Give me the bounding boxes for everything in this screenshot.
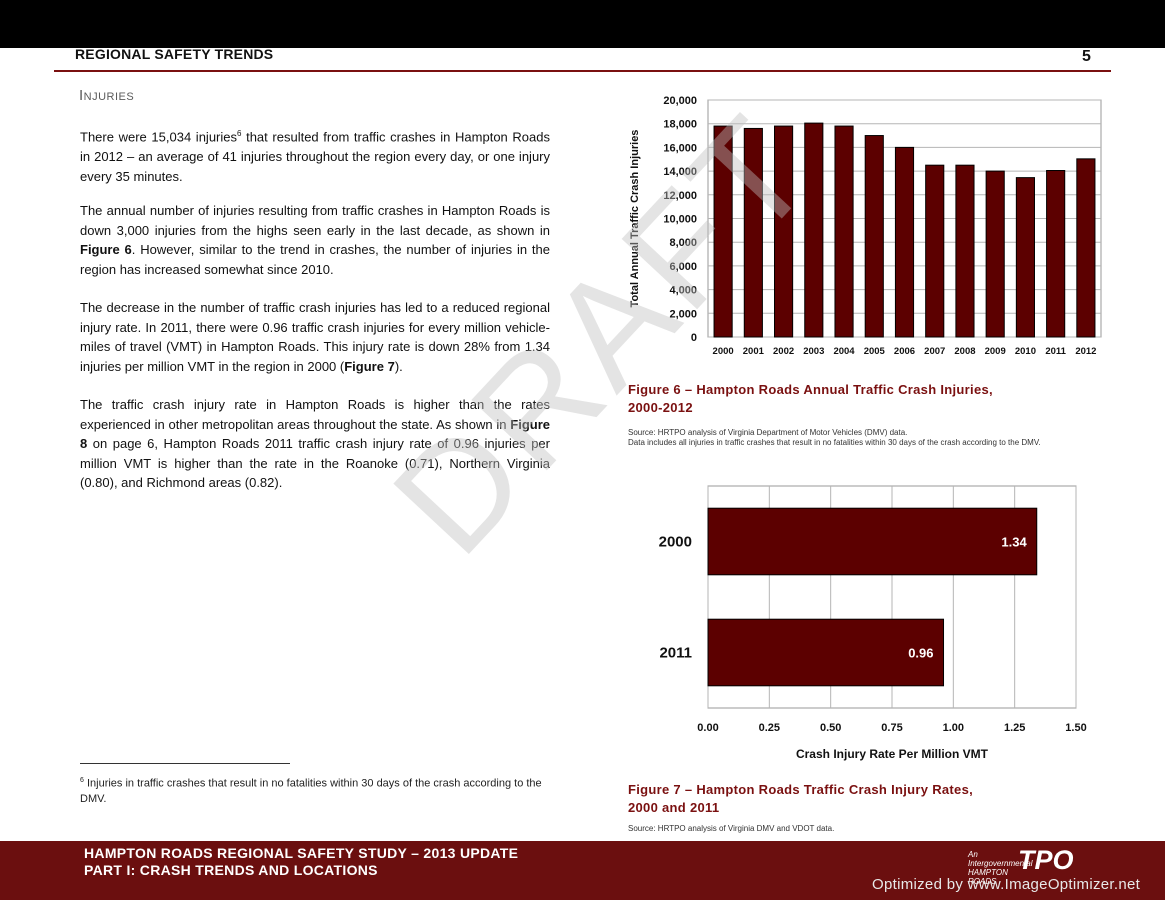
x-tick-label: 2007 [924, 346, 945, 357]
y-tick-label: 12,000 [663, 190, 697, 202]
x-tick-label: 2011 [1045, 346, 1066, 357]
figure-6-reference: Figure 6 [80, 242, 132, 258]
paragraph-1: There were 15,034 injuries6 that resulte… [80, 124, 550, 186]
y-tick-label: 8,000 [669, 237, 697, 249]
page-number: 5 [1082, 48, 1091, 65]
footnote-number: 6 [80, 777, 84, 784]
x-tick-label: 0.00 [697, 722, 718, 734]
y-tick-label: 18,000 [663, 119, 697, 131]
figure-6-source: Source: HRTPO analysis of Virginia Depar… [628, 428, 1041, 448]
bar [804, 122, 824, 338]
x-tick-label: 2009 [985, 346, 1006, 357]
bar [713, 125, 733, 338]
x-tick-label: 0.25 [759, 722, 780, 734]
footer-line: PART I: CRASH TRENDS AND LOCATIONS [84, 862, 378, 878]
logo-tpo-text: TPO [1018, 845, 1074, 875]
x-tick-label: 2010 [1015, 346, 1036, 357]
bar [707, 618, 945, 687]
x-tick-label: 2003 [803, 346, 824, 357]
paragraph-2: The annual number of injuries resulting … [80, 201, 550, 279]
bar [707, 507, 1038, 576]
paragraph-text: that resulted from traffic crashes in Ha… [80, 129, 550, 184]
bar [985, 170, 1005, 338]
footer-bar [0, 841, 1165, 900]
x-tick-label: 2001 [743, 346, 765, 357]
y-tick-label: 2000 [659, 534, 692, 551]
paragraph-3: The decrease in the number of traffic cr… [80, 298, 550, 376]
x-tick-label: 1.50 [1065, 722, 1086, 734]
figure-7-caption: Figure 7 – Hampton Roads Traffic Crash I… [628, 781, 973, 817]
footnote: 6 Injuries in traffic crashes that resul… [80, 773, 552, 807]
footer-line: HAMPTON ROADS REGIONAL SAFETY STUDY – 20… [84, 845, 519, 861]
y-tick-label: 10,000 [663, 214, 697, 226]
figure-6-caption-line: 2000-2012 [628, 400, 693, 415]
footnote-ref[interactable]: 6 [237, 129, 242, 138]
bar [774, 125, 794, 338]
figure-7-source-line: Source: HRTPO analysis of Virginia DMV a… [628, 824, 835, 833]
paragraph-text: . However, similar to the trend in crash… [80, 242, 550, 277]
bar [955, 164, 975, 338]
x-tick-label: 2004 [833, 346, 855, 357]
x-tick-label: 0.50 [820, 722, 841, 734]
section-heading: Injuries [79, 87, 135, 104]
optimizer-watermark: Optimized by www.ImageOptimizer.net [872, 876, 1141, 893]
x-tick-label: 2002 [773, 346, 794, 357]
figure-7-caption-line: 2000 and 2011 [628, 800, 720, 815]
bar [1046, 170, 1066, 338]
x-tick-label: 2008 [954, 346, 975, 357]
y-tick-label: 2,000 [669, 308, 697, 320]
footnote-rule [80, 763, 290, 764]
bar [834, 125, 854, 338]
logo-small-text: An Intergovernmental HAMPTON ROADS [968, 850, 1033, 886]
injuries-bar-chart: 0 2,000 4,000 6,000 8,000 10,000 12,000 14,000 1… [629, 95, 1102, 357]
x-axis-label: Crash Injury Rate Per Million VMT [796, 747, 989, 761]
section-header-title: REGIONAL SAFETY TRENDS [75, 46, 274, 62]
figure-6-caption: Figure 6 – Hampton Roads Annual Traffic … [628, 381, 993, 417]
top-black-bar [0, 0, 1165, 48]
y-axis-label: Total Annual Traffic Crash Injuries [629, 130, 641, 308]
footer-text: HAMPTON ROADS REGIONAL SAFETY STUDY – 20… [84, 845, 518, 879]
x-tick-label: 2005 [864, 346, 886, 357]
figure-8-reference: Figure 8 [80, 416, 550, 452]
data-label: 1.34 [1001, 535, 1027, 550]
figure-7-source: Source: HRTPO analysis of Virginia DMV a… [628, 824, 834, 834]
paragraph-text: ). [394, 358, 403, 374]
paragraph-text: The annual number of injuries resulting … [80, 203, 550, 238]
bar [743, 127, 763, 338]
figure-7-reference: Figure 7 [344, 358, 395, 374]
y-tick-label: 20,000 [663, 95, 697, 107]
figure-6-caption-line: Figure 6 – Hampton Roads Annual Traffic … [628, 382, 993, 397]
x-tick-label: 2006 [894, 346, 915, 357]
footnote-text: Injuries in traffic crashes that result … [80, 777, 542, 805]
paragraph-4: The traffic crash injury rate in Hampton… [80, 395, 550, 493]
bar [1076, 158, 1096, 338]
injury-rate-bar-chart: 0.00 0.25 0.50 0.75 1.00 1.25 1.50 1.34 2000 0.96… [659, 485, 1087, 761]
paragraph-text: The decrease in the number of traffic cr… [80, 300, 550, 374]
bar [894, 146, 915, 338]
x-tick-label: 1.00 [943, 722, 964, 734]
paragraph-text: The traffic crash injury rate in Hampton… [80, 397, 550, 432]
paragraph-text: on page 6, Hampton Roads 2011 traffic cr… [80, 436, 550, 491]
bar [1015, 177, 1035, 338]
y-tick-label: 2011 [659, 645, 692, 662]
data-label: 0.96 [908, 646, 933, 661]
y-tick-label: 14,000 [663, 166, 697, 178]
y-tick-label: 16,000 [663, 142, 697, 154]
y-tick-label: 4,000 [669, 285, 697, 297]
header-rule [54, 70, 1111, 72]
x-tick-label: 2000 [713, 346, 734, 357]
x-tick-label: 1.25 [1004, 722, 1025, 734]
figure-6-source-line: Source: HRTPO analysis of Virginia Depar… [628, 428, 908, 437]
bar [925, 164, 945, 338]
x-tick-label: 0.75 [881, 722, 902, 734]
paragraph-text: There were 15,034 injuries [80, 129, 237, 145]
y-tick-label: 0 [691, 332, 697, 344]
bar [864, 135, 884, 338]
figure-7-caption-line: Figure 7 – Hampton Roads Traffic Crash I… [628, 782, 974, 797]
x-tick-label: 2012 [1075, 346, 1096, 357]
figure-6-source-line: Data includes all injuries in traffic cr… [628, 438, 1041, 447]
y-tick-label: 6,000 [669, 261, 697, 273]
